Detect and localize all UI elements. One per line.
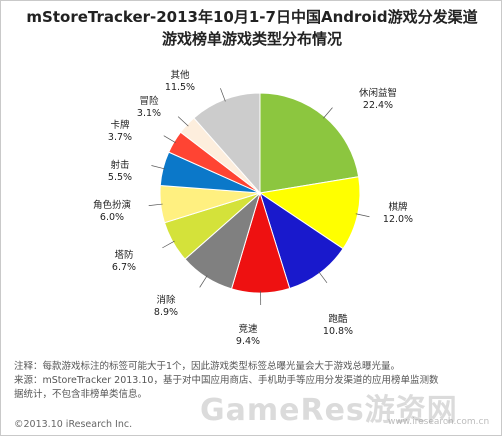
slice-label: 跑酷 — [328, 313, 348, 325]
footer-note: 注释：每款游戏标注的标签可能大于1个，因此游戏类型标签总曝光量会大于游戏总曝光量… — [14, 361, 401, 372]
slice-value-label: 12.0% — [383, 214, 413, 225]
copyright: ©2013.10 iResearch Inc. — [14, 419, 133, 430]
slice-value-label: 5.5% — [108, 172, 132, 183]
leader-line — [151, 165, 166, 170]
slice-label: 休闲益智 — [359, 87, 397, 99]
watermark: GameRes游资网 — [200, 393, 458, 428]
footer-source-line-2: 据统计，不包含非榜单类信息。 — [14, 389, 148, 400]
leader-line — [323, 107, 333, 119]
slice-value-label: 6.7% — [112, 262, 136, 273]
chart-footer: 注释：每款游戏标注的标签可能大于1个，因此游戏类型标签总曝光量会大于游戏总曝光量… — [14, 360, 494, 402]
slice-label: 角色扮演 — [93, 199, 131, 211]
footer-source-line-1: 来源：mStoreTracker 2013.10，基于对中国应用商店、手机助手等… — [14, 375, 439, 386]
leader-line — [220, 88, 226, 102]
slice-label: 消除 — [156, 294, 176, 306]
slice-value-label: 9.4% — [236, 336, 260, 347]
slice-value-label: 3.7% — [108, 132, 132, 143]
leader-line — [177, 116, 189, 127]
slice-value-label: 22.4% — [363, 100, 393, 111]
watermark-url: www.iresearch.com.cn — [388, 417, 490, 427]
leader-line — [355, 213, 370, 218]
slice-value-label: 3.1% — [137, 108, 161, 119]
slice-value-label: 6.0% — [100, 212, 124, 223]
leader-line — [148, 203, 163, 206]
title-line-2: 游戏榜单游戏类型分布情况 — [161, 30, 342, 48]
slice-label: 其他 — [170, 69, 190, 81]
leader-line — [199, 275, 208, 288]
leader-line — [162, 240, 175, 249]
title-line-1: mStoreTracker-2013年10月1-7日中国Android游戏分发渠… — [26, 8, 478, 26]
leader-line — [163, 135, 176, 144]
slice-value-label: 11.5% — [165, 82, 195, 93]
slice-label: 竞速 — [238, 323, 258, 335]
slice-label: 射击 — [110, 159, 129, 171]
slice-value-label: 10.8% — [323, 326, 353, 337]
leader-line — [318, 271, 328, 283]
pie-slice — [259, 92, 360, 194]
slice-label: 冒险 — [139, 95, 159, 107]
slice-value-label: 8.9% — [154, 307, 178, 318]
slice-label: 棋牌 — [388, 201, 408, 213]
slice-label: 塔防 — [114, 249, 134, 261]
slice-label: 卡牌 — [110, 119, 130, 131]
chart-title: mStoreTracker-2013年10月1-7日中国Android游戏分发渠… — [0, 6, 504, 50]
